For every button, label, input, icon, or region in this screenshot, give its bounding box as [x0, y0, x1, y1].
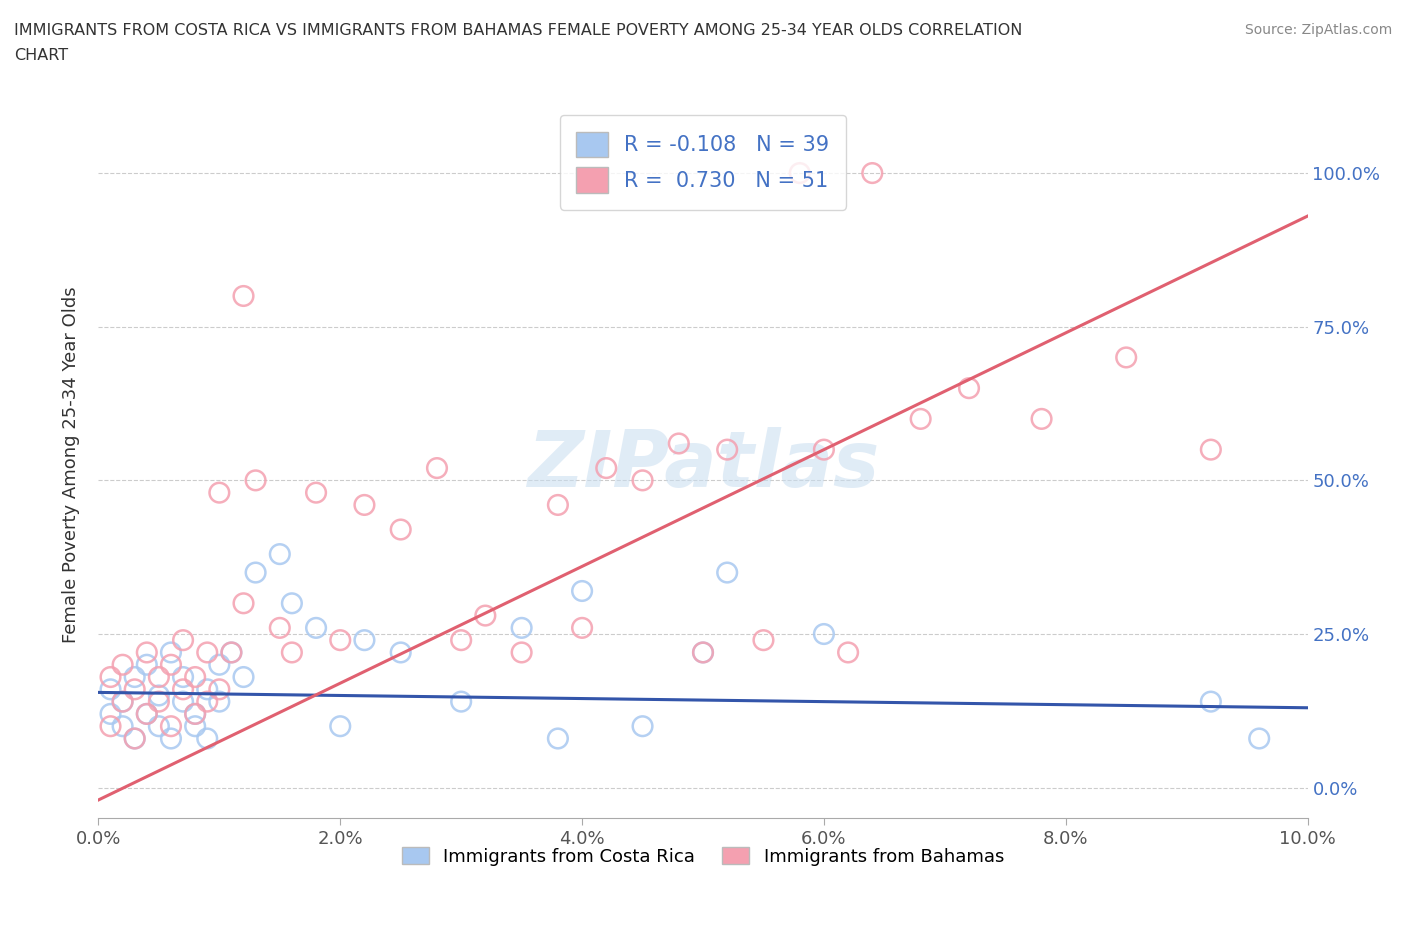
Point — [195, 645, 218, 660]
Point — [547, 731, 569, 746]
Point — [910, 411, 932, 426]
Legend: Immigrants from Costa Rica, Immigrants from Bahamas: Immigrants from Costa Rica, Immigrants f… — [395, 841, 1011, 873]
Point — [124, 731, 146, 746]
Point — [184, 670, 207, 684]
Point — [450, 694, 472, 709]
Text: IMMIGRANTS FROM COSTA RICA VS IMMIGRANTS FROM BAHAMAS FEMALE POVERTY AMONG 25-34: IMMIGRANTS FROM COSTA RICA VS IMMIGRANTS… — [14, 23, 1022, 38]
Point — [245, 473, 267, 488]
Point — [789, 166, 811, 180]
Y-axis label: Female Poverty Among 25-34 Year Olds: Female Poverty Among 25-34 Year Olds — [62, 286, 80, 644]
Point — [160, 719, 183, 734]
Point — [221, 645, 243, 660]
Point — [668, 436, 690, 451]
Point — [305, 485, 328, 500]
Point — [184, 707, 207, 722]
Point — [329, 632, 352, 647]
Point — [281, 596, 304, 611]
Point — [135, 645, 157, 660]
Point — [305, 620, 328, 635]
Point — [195, 694, 218, 709]
Point — [148, 719, 170, 734]
Point — [208, 682, 231, 697]
Point — [860, 166, 883, 180]
Point — [232, 670, 254, 684]
Point — [474, 608, 496, 623]
Point — [510, 620, 533, 635]
Point — [195, 682, 218, 697]
Point — [221, 645, 243, 660]
Point — [111, 694, 134, 709]
Point — [208, 485, 231, 500]
Text: Source: ZipAtlas.com: Source: ZipAtlas.com — [1244, 23, 1392, 37]
Point — [716, 565, 738, 580]
Point — [184, 719, 207, 734]
Point — [281, 645, 304, 660]
Point — [837, 645, 859, 660]
Point — [813, 627, 835, 642]
Point — [111, 658, 134, 672]
Point — [957, 380, 980, 395]
Point — [716, 442, 738, 457]
Point — [692, 645, 714, 660]
Point — [172, 682, 194, 697]
Point — [148, 694, 170, 709]
Point — [232, 596, 254, 611]
Point — [245, 565, 267, 580]
Point — [389, 522, 412, 537]
Point — [172, 632, 194, 647]
Point — [160, 658, 183, 672]
Point — [135, 707, 157, 722]
Point — [100, 682, 122, 697]
Point — [595, 460, 617, 475]
Point — [571, 583, 593, 598]
Point — [124, 731, 146, 746]
Point — [100, 670, 122, 684]
Point — [426, 460, 449, 475]
Point — [631, 473, 654, 488]
Point — [510, 645, 533, 660]
Point — [111, 694, 134, 709]
Point — [269, 547, 291, 562]
Point — [100, 707, 122, 722]
Point — [111, 719, 134, 734]
Point — [547, 498, 569, 512]
Point — [148, 670, 170, 684]
Point — [1199, 442, 1222, 457]
Point — [692, 645, 714, 660]
Point — [172, 670, 194, 684]
Point — [172, 694, 194, 709]
Point — [353, 498, 375, 512]
Point — [752, 632, 775, 647]
Point — [135, 658, 157, 672]
Point — [160, 731, 183, 746]
Point — [232, 288, 254, 303]
Point — [269, 620, 291, 635]
Point — [450, 632, 472, 647]
Text: ZIPatlas: ZIPatlas — [527, 427, 879, 503]
Point — [1031, 411, 1053, 426]
Point — [353, 632, 375, 647]
Point — [124, 670, 146, 684]
Point — [208, 658, 231, 672]
Point — [389, 645, 412, 660]
Point — [571, 620, 593, 635]
Point — [813, 442, 835, 457]
Point — [208, 694, 231, 709]
Point — [184, 707, 207, 722]
Point — [195, 731, 218, 746]
Text: CHART: CHART — [14, 48, 67, 63]
Point — [160, 645, 183, 660]
Point — [329, 719, 352, 734]
Point — [1249, 731, 1271, 746]
Point — [1115, 350, 1137, 365]
Point — [148, 688, 170, 703]
Point — [631, 719, 654, 734]
Point — [100, 719, 122, 734]
Point — [1199, 694, 1222, 709]
Point — [135, 707, 157, 722]
Point — [124, 682, 146, 697]
